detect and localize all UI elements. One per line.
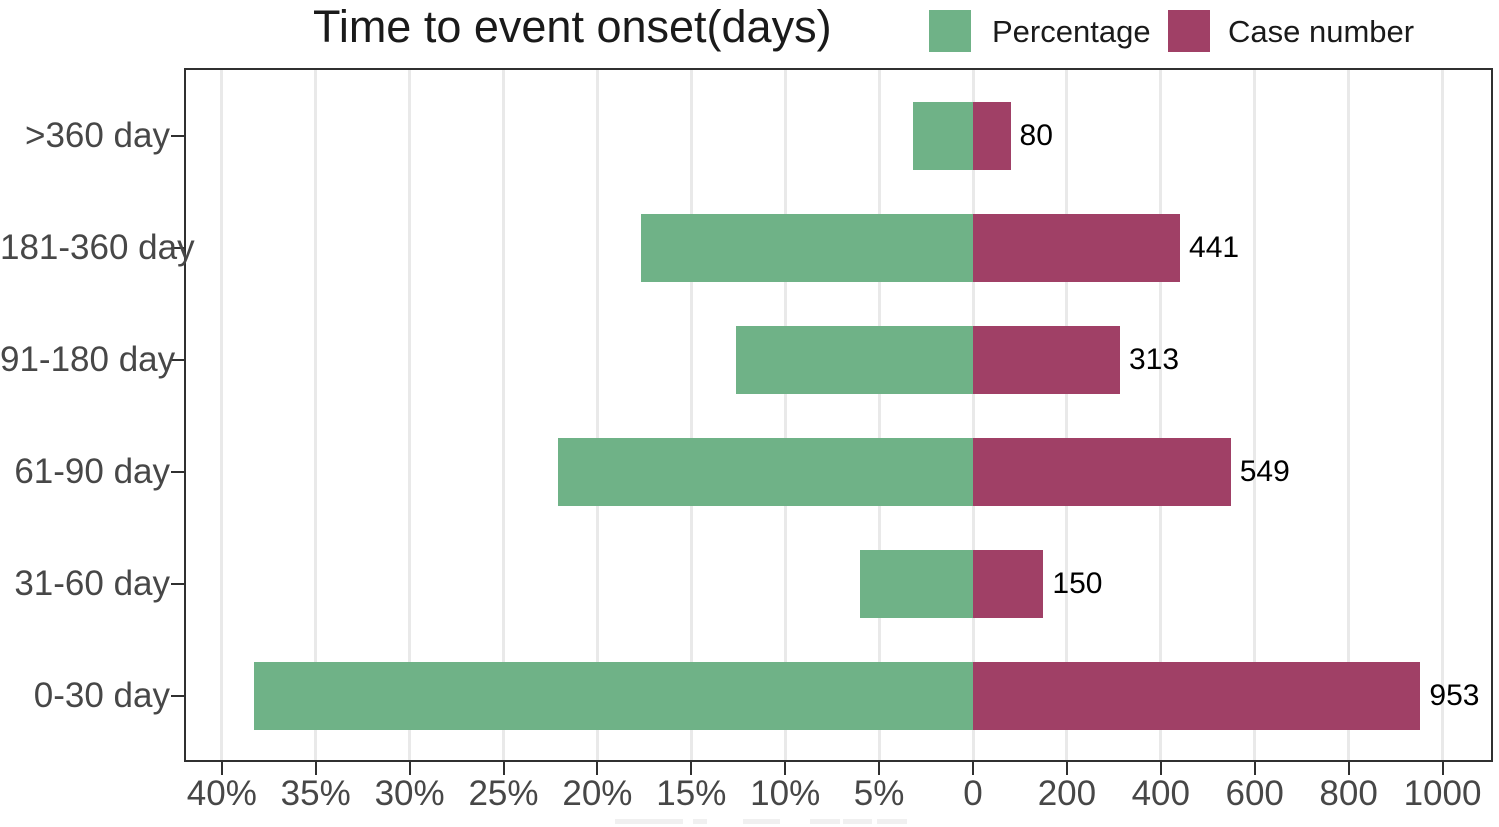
x-axis-tick xyxy=(690,762,693,775)
y-axis-tick xyxy=(171,358,184,361)
x-axis-tick-label: 10% xyxy=(750,774,821,813)
chart-title: Time to event onset(days) xyxy=(313,1,832,52)
x-axis-tick-label: 400 xyxy=(1131,774,1190,813)
case-number-bar xyxy=(973,325,1120,394)
percentage-bar xyxy=(557,437,973,506)
clipped-axis-title-fragment xyxy=(877,819,907,824)
y-axis-category-label: 31-60 day xyxy=(14,563,170,603)
case-number-value-label: 150 xyxy=(1052,566,1103,600)
case-number-bar xyxy=(973,437,1231,506)
percentage-bar xyxy=(860,549,973,618)
x-axis-tick xyxy=(878,762,881,775)
y-axis-tick xyxy=(171,134,184,137)
case-number-bar xyxy=(973,213,1181,282)
percentage-bar xyxy=(912,101,973,170)
x-axis-tick-label: 35% xyxy=(280,774,351,813)
y-axis-tick xyxy=(171,246,184,249)
legend-label-case-number: Case number xyxy=(1228,14,1415,49)
gridline xyxy=(971,70,975,760)
gridline xyxy=(502,70,505,760)
x-axis-tick-label: 25% xyxy=(468,774,539,813)
gridline xyxy=(1065,70,1069,760)
gridline xyxy=(595,70,599,760)
x-axis-tick-label: 5% xyxy=(853,774,905,813)
gridline xyxy=(1441,70,1444,760)
x-axis-tick xyxy=(1347,762,1350,775)
clipped-axis-title-fragment xyxy=(743,819,780,824)
clipped-axis-title-fragment xyxy=(615,819,683,824)
percentage-bar xyxy=(640,213,973,282)
x-axis-tick xyxy=(314,762,317,775)
y-axis-tick xyxy=(171,470,184,473)
y-axis-category-label: 61-90 day xyxy=(14,451,170,491)
legend-swatch-case-number-icon xyxy=(1168,10,1210,52)
gridline xyxy=(783,70,787,760)
clipped-axis-title-fragment xyxy=(693,819,707,824)
x-axis-tick-label: 0 xyxy=(963,774,983,813)
gridline xyxy=(1253,70,1257,760)
gridline xyxy=(877,70,881,760)
case-number-bar xyxy=(973,101,1011,170)
gridline xyxy=(314,70,318,760)
x-axis-tick xyxy=(1441,762,1444,775)
x-axis-tick-label: 15% xyxy=(656,774,727,813)
x-axis-tick-label: 600 xyxy=(1225,774,1284,813)
x-axis-tick xyxy=(220,762,223,775)
clipped-axis-title-fragment xyxy=(810,819,840,824)
x-axis-tick xyxy=(1065,762,1068,775)
x-axis-tick-label: 800 xyxy=(1319,774,1378,813)
case-number-value-label: 313 xyxy=(1128,342,1180,376)
x-axis-tick xyxy=(1159,762,1162,775)
x-axis-tick xyxy=(972,762,974,775)
case-number-bar xyxy=(973,549,1044,618)
y-axis-category-label: 91-180 day xyxy=(0,339,176,379)
legend-label-percentage: Percentage xyxy=(992,14,1151,49)
percentage-bar xyxy=(253,662,973,730)
plot-panel-border xyxy=(184,68,1493,762)
x-axis-tick-label: 200 xyxy=(1037,774,1097,813)
case-number-value-label: 441 xyxy=(1189,230,1240,264)
legend-swatch-percentage-icon xyxy=(929,10,971,52)
clipped-axis-title-fragment xyxy=(843,819,872,824)
x-axis-tick-label: 1000 xyxy=(1403,774,1482,813)
x-axis-tick xyxy=(502,762,505,775)
x-axis-tick xyxy=(784,762,787,775)
y-axis-category-label: 181-360 day xyxy=(0,227,195,267)
x-axis-tick xyxy=(408,762,411,775)
x-axis-tick xyxy=(596,762,599,775)
percentage-bar xyxy=(736,325,973,394)
gridline xyxy=(1159,70,1163,760)
x-axis-tick-label: 40% xyxy=(186,774,257,813)
case-number-value-label: 953 xyxy=(1429,679,1480,712)
gridline xyxy=(689,70,693,760)
case-number-value-label: 549 xyxy=(1239,454,1290,488)
y-axis-tick xyxy=(171,695,184,697)
x-axis-tick xyxy=(1253,762,1256,775)
x-axis-tick-label: 30% xyxy=(374,774,445,813)
gridline xyxy=(408,70,412,760)
y-axis-tick xyxy=(171,582,184,585)
gridline xyxy=(220,70,224,760)
gridline xyxy=(1347,70,1351,760)
case-number-bar xyxy=(973,662,1421,730)
y-axis-category-label: 0-30 day xyxy=(33,676,170,715)
case-number-value-label: 80 xyxy=(1019,118,1053,152)
y-axis-category-label: >360 day xyxy=(25,115,170,155)
x-axis-tick-label: 20% xyxy=(562,774,633,813)
